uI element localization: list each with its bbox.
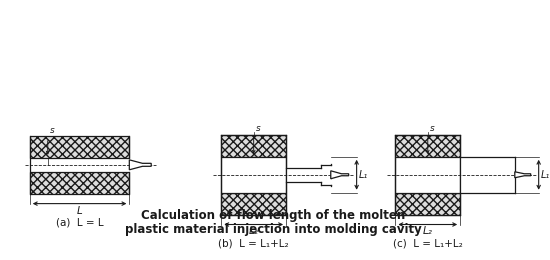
Text: Calculation of flow length of the molten: Calculation of flow length of the molten xyxy=(141,209,406,222)
Text: L₂: L₂ xyxy=(249,226,258,237)
Text: L: L xyxy=(76,206,82,216)
Text: (b)  L = L₁+L₂: (b) L = L₁+L₂ xyxy=(218,238,289,249)
Text: (a)  L = L: (a) L = L xyxy=(56,218,103,228)
Text: plastic material injection into molding cavity: plastic material injection into molding … xyxy=(125,223,422,236)
Bar xyxy=(30,172,129,194)
Polygon shape xyxy=(515,172,531,178)
Text: L₁: L₁ xyxy=(359,170,368,180)
Text: s: s xyxy=(256,124,260,133)
Bar xyxy=(221,135,286,157)
Text: L₂: L₂ xyxy=(423,226,433,237)
Text: (c)  L = L₁+L₂: (c) L = L₁+L₂ xyxy=(393,238,463,249)
Bar xyxy=(395,157,460,193)
Polygon shape xyxy=(129,160,151,170)
Text: s: s xyxy=(430,124,434,133)
Bar xyxy=(221,157,286,193)
Bar xyxy=(30,136,129,158)
Bar xyxy=(286,168,321,182)
Bar xyxy=(460,157,515,193)
Polygon shape xyxy=(331,171,349,179)
Text: L₁: L₁ xyxy=(541,170,550,180)
Text: s: s xyxy=(50,126,54,135)
Bar xyxy=(395,135,460,157)
Bar xyxy=(221,193,286,214)
Bar xyxy=(395,193,460,214)
